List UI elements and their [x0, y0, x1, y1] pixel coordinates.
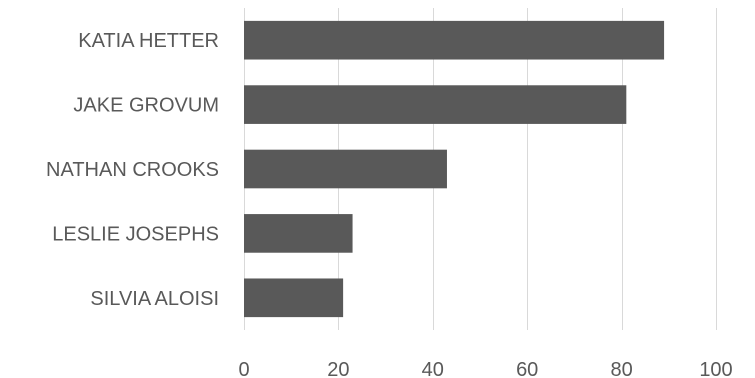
category-labels: KATIA HETTER JAKE GROVUM NATHAN CROOKS LESL… [46, 30, 219, 310]
bar-silvia-aloisi [244, 278, 344, 318]
category-label-jake-grovum: JAKE GROVUM [73, 95, 219, 117]
x-tick-label-40: 40 [422, 359, 444, 378]
bar-leslie-josephs [244, 214, 353, 253]
bar-nathan-crooks [244, 149, 447, 189]
x-tick-label-100: 100 [699, 359, 732, 378]
bar-jake-grovum [244, 85, 627, 124]
x-tick-label-60: 60 [516, 359, 538, 378]
category-label-leslie-josephs: LESLIE JOSEPHS [52, 223, 219, 245]
x-tick-label-0: 0 [238, 359, 249, 378]
bar-katia-hetter [244, 20, 665, 60]
category-label-katia-hetter: KATIA HETTER [78, 30, 219, 52]
bars [244, 20, 665, 318]
x-tick-label-80: 80 [610, 359, 632, 378]
category-label-nathan-crooks: NATHAN CROOKS [46, 159, 219, 181]
category-label-silvia-aloisi: SILVIA ALOISI [90, 288, 219, 310]
x-axis-tick-labels: 0 20 40 60 80 100 [238, 359, 732, 378]
x-tick-label-20: 20 [327, 359, 349, 378]
